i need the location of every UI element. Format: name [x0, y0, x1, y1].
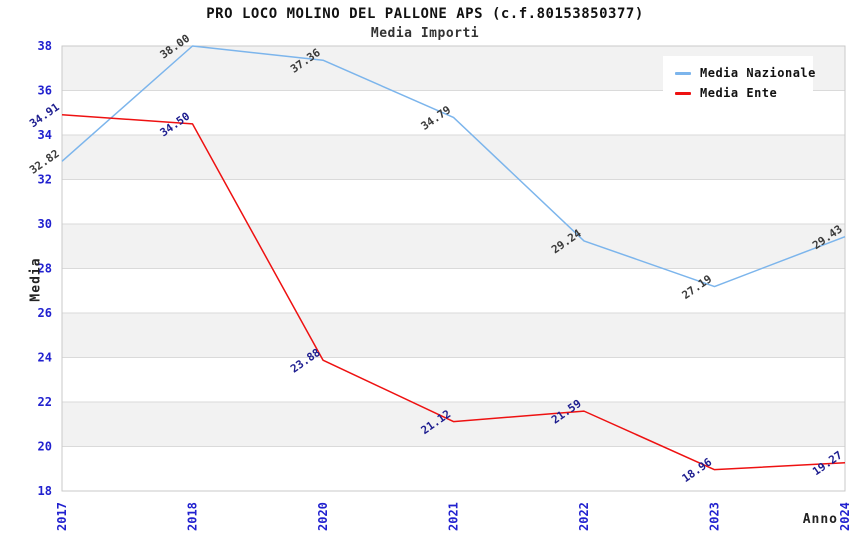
x-tick-label: 2021 — [447, 502, 461, 531]
y-tick-label: 32 — [38, 173, 52, 187]
plot-band — [62, 402, 845, 447]
y-tick-label: 20 — [38, 440, 52, 454]
x-axis-title: Anno — [802, 512, 838, 527]
y-tick-label: 26 — [38, 306, 52, 320]
x-tick-label: 2017 — [55, 502, 69, 531]
chart-title: PRO LOCO MOLINO DEL PALLONE APS (c.f.801… — [206, 6, 644, 22]
plot-border — [61, 45, 846, 492]
chart-subtitle: Media Importi — [370, 26, 480, 41]
x-tick-label: 2018 — [186, 502, 200, 531]
plot-band — [62, 446, 845, 491]
x-tick-label: 2022 — [577, 502, 591, 531]
plot-band — [62, 268, 845, 313]
series-line — [61, 114, 846, 471]
y-tick-label: 30 — [38, 217, 52, 231]
y-tick-label: 24 — [38, 351, 52, 365]
y-tick-label: 18 — [38, 484, 52, 498]
y-tick-label: 34 — [38, 128, 52, 142]
data-label: 34.91 — [27, 100, 62, 130]
y-tick-label: 28 — [38, 262, 52, 276]
y-axis-title: Media — [28, 257, 44, 302]
plot-band — [62, 224, 845, 269]
x-tick-label: 2020 — [316, 502, 330, 531]
series-line — [61, 45, 846, 288]
legend-marker-icon — [675, 91, 691, 95]
plot-band — [62, 313, 845, 358]
y-tick-label: 38 — [38, 39, 52, 53]
y-tick-label: 36 — [38, 84, 52, 98]
plot-band — [62, 135, 845, 180]
legend-marker-icon — [675, 71, 691, 75]
x-tick-label: 2024 — [838, 502, 850, 531]
legend-item-label: Media Nazionale — [700, 66, 816, 80]
legend-item-label: Media Ente — [700, 86, 778, 100]
legend: Media Nazionale Media Ente — [663, 56, 815, 110]
x-tick-label: 2023 — [708, 502, 722, 531]
legend-item: Media Ente — [675, 83, 803, 103]
plot-band — [62, 179, 845, 224]
y-tick-label: 22 — [38, 395, 52, 409]
plot-band — [62, 357, 845, 402]
legend-item: Media Nazionale — [675, 63, 815, 83]
